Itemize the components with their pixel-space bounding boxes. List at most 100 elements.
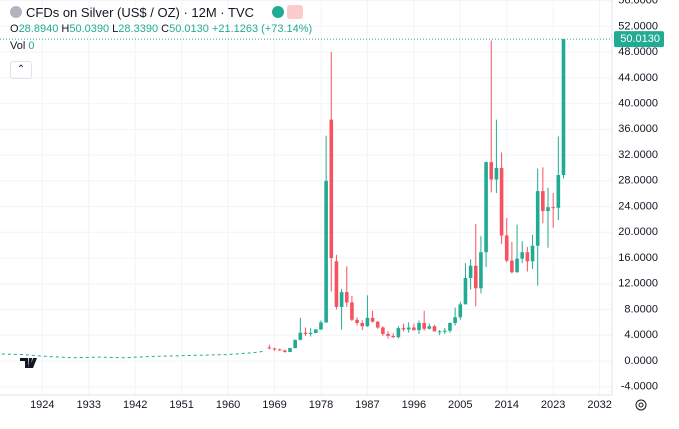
y-tick-label: 8.0000 [624,303,658,315]
candle-body [272,348,277,350]
ohlc-value: 50.0130 [169,23,209,35]
ohlc-row: O28.8940 H50.0390 L28.3390 C50.0130 +21.… [10,21,312,38]
y-tick-label: 52.0000 [618,20,658,32]
x-tick-label: 1951 [169,399,193,411]
plot [0,0,612,395]
candle-body [432,326,437,332]
y-tick-label: 32.0000 [618,149,658,161]
candle-body [458,304,463,318]
status-dot[interactable] [271,6,284,18]
candle-body [288,348,292,352]
x-tick-label: 2023 [541,399,565,411]
ohlc-key: H [61,23,70,35]
x-tick-label: 1924 [30,399,54,411]
candle-body [391,335,396,338]
candle-body [293,339,297,349]
candle-body [406,327,411,330]
candle-body [283,350,287,352]
volume-label: Vol [10,40,26,52]
candle-body [350,302,354,320]
candle-body [360,323,365,327]
x-tick-label: 1960 [216,399,240,411]
y-tick-label: 48.0000 [618,46,658,58]
candle-body [355,319,359,324]
y-tick-label: 0.0000 [624,355,658,367]
x-tick-label: 1996 [402,399,426,411]
candle-body [365,317,370,327]
candle-body [396,328,401,338]
settings-button[interactable] [635,399,647,411]
last-price-box [614,31,664,48]
candle-body [308,332,313,334]
candle-body [313,329,318,333]
ohlc-key: C [161,23,170,35]
candle-body [324,180,328,323]
x-tick-label: 2005 [448,399,472,411]
candle-body [303,332,308,334]
candle-body [334,261,339,307]
candle-body [277,349,282,351]
history-line [0,350,265,359]
price-axis-bg [612,0,679,429]
candle-body [427,326,432,329]
x-tick-label: 1969 [262,399,286,411]
candle-body [370,317,375,322]
candle-body [489,162,494,180]
candle-body [298,332,303,340]
candle-body [412,327,416,331]
y-tick-label: 20.0000 [618,226,658,238]
candle-body [479,252,483,289]
y-tick-label: 40.0000 [618,97,658,109]
candle-body [437,331,442,333]
market-status[interactable] [287,5,304,19]
candle-body [319,322,323,330]
candle-body [463,277,468,305]
y-tick-label: 16.0000 [618,252,658,264]
y-tick-label: 12.0000 [618,278,658,290]
volume-row: Vol 0 [10,38,312,55]
x-tick-label: 1933 [77,399,101,411]
ohlc-key: O [10,23,19,35]
x-tick-label: 1987 [355,399,379,411]
candle-body [494,167,499,180]
x-tick-label: 2014 [494,399,518,411]
candle-body [504,235,509,261]
candle-body [499,167,504,236]
candle-body [386,333,390,336]
change: +21.1263 (+73.14%) [211,23,313,35]
symbol-icon [10,6,22,18]
title-row: CFDs on Silver (US$ / OZ) · 12M · TVC [10,4,312,21]
candle-body [546,207,550,212]
y-tick-label: 44.0000 [618,72,658,84]
y-tick-label: 28.0000 [618,175,658,187]
candle-body [556,175,561,208]
candle-body [339,292,344,307]
candle-body [443,330,447,332]
candle-body [510,260,514,273]
candle-body [473,265,478,289]
candle-body [422,323,426,329]
ohlc-key: L [112,23,119,35]
y-tick-label: 36.0000 [618,123,658,135]
candle-body [561,39,566,176]
tv-logo [20,358,37,368]
y-tick-label: 24.0000 [618,200,658,212]
symbol-title: CFDs on Silver (US$ / OZ) · 12M · TVC [26,5,255,20]
y-tick-label: 56.0000 [618,0,658,7]
volume-value: 0 [28,40,35,52]
candle-body [448,323,452,331]
collapse-button[interactable]: ⌃ [10,61,32,79]
legend: CFDs on Silver (US$ / OZ) · 12M · TVC O2… [10,4,312,79]
candle-body [551,207,555,209]
candle-body [484,162,488,253]
ohlc-value: 28.8940 [18,23,59,35]
candle-body [381,327,385,334]
candle-body [375,321,380,328]
candle-body [525,252,530,262]
candle-body [267,347,272,349]
candle-body [515,258,519,273]
candle-body [520,252,525,259]
ohlc-value: 50.0390 [69,23,110,35]
